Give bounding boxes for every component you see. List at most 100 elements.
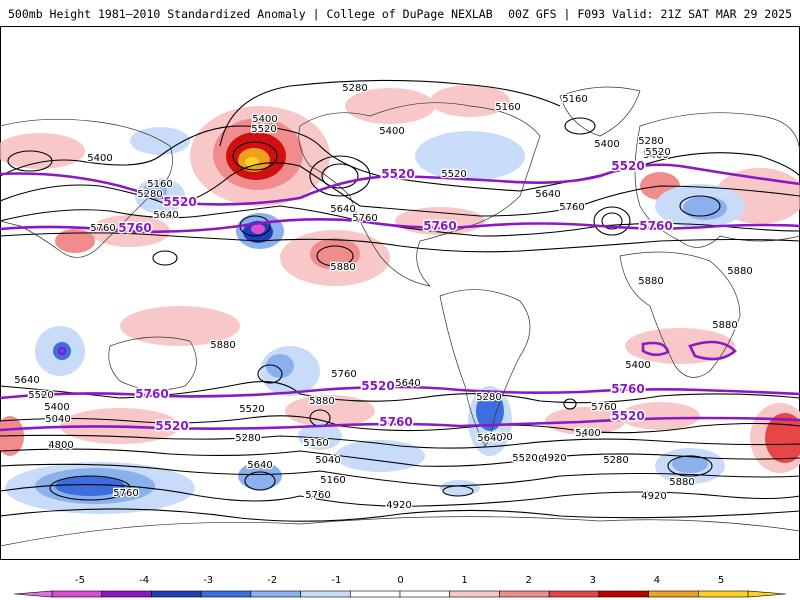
black-contour-label: 5520 (441, 169, 466, 180)
black-contour-label: 5520 (645, 147, 670, 158)
black-contour-label: 5760 (352, 213, 377, 224)
colorbar-segment (349, 590, 401, 598)
black-contour-label: 5280 (476, 392, 501, 403)
black-contour-label: 5160 (147, 179, 172, 190)
black-contour-label: 5760 (591, 402, 616, 413)
colorbar-tick-label: -2 (267, 575, 277, 586)
colorbar-segment (499, 590, 550, 598)
black-contour-label: 5400 (594, 139, 619, 150)
purple-contour-label: 5520 (163, 195, 196, 209)
negative-anomaly-area (476, 391, 504, 431)
colorbar-segment (648, 590, 699, 598)
purple-contour-label: 5520 (381, 167, 414, 181)
purple-5760-contour-north (0, 218, 800, 234)
colorbar-segment (151, 590, 202, 598)
negative-anomaly-area (683, 196, 727, 220)
black-contour-label: 5400 (252, 114, 277, 125)
negative-anomaly-area (440, 480, 480, 496)
black-contour-label: 5520 (235, 433, 260, 444)
black-contour-label: 5400 (643, 150, 668, 161)
positive-anomaly-area (620, 402, 700, 430)
positive-anomaly-area (310, 238, 360, 270)
purple-5520-contour-south (0, 416, 800, 432)
colorbar-segment (697, 590, 749, 598)
colorbar-tick-label: 5 (718, 575, 724, 586)
positive-anomaly-area (55, 229, 95, 253)
black-contour-label: 5400 (625, 360, 650, 371)
negative-anomaly-area (298, 422, 342, 450)
black-contour-label: 5520 (239, 404, 264, 415)
purple-contour-label: 5760 (639, 219, 672, 233)
colorbar-tick-label: 0 (397, 575, 403, 586)
colorbar-segment (101, 590, 152, 598)
black-contour-label: 5280 (235, 433, 260, 444)
anomaly-shading (0, 85, 800, 514)
colorbar-tick-label: -1 (331, 575, 341, 586)
model-valid-time: 00Z GFS | F093 Valid: 21Z SAT MAR 29 202… (508, 7, 792, 21)
height-contours (0, 79, 800, 522)
black-contour-label: 5640 (535, 189, 560, 200)
black-contour-label: 4920 (641, 491, 666, 502)
purple-5760-contour-south (0, 385, 800, 400)
black-contour-label: 4800 (48, 440, 73, 451)
positive-anomaly-area (120, 306, 240, 346)
black-contour-label: 5400 (487, 432, 512, 443)
black-contour-label: 5520 (251, 124, 276, 135)
black-contour-label: 5640 (153, 210, 178, 221)
negative-anomaly-area (55, 476, 125, 496)
africa-outline (619, 251, 741, 378)
black-contour-label: 5160 (495, 102, 520, 113)
negative-anomaly-area (130, 127, 190, 155)
negative-anomaly-area (415, 131, 525, 181)
black-contour-label: 5280 (137, 189, 162, 200)
purple-africa-contour (641, 341, 670, 357)
colorbar-segment (300, 590, 351, 598)
purple-contour-label: 5760 (611, 382, 644, 396)
colorbar-tick-label: -4 (139, 575, 149, 586)
australia-outline (108, 336, 197, 391)
antarctica-outline (0, 516, 800, 547)
colorbar-tick-label: -5 (75, 575, 85, 586)
colorbar-min-arrow (13, 590, 53, 598)
colorbar-segment (449, 590, 500, 598)
black-contour-label: 4920 (541, 453, 566, 464)
black-contour-label: 4920 (386, 500, 411, 511)
north-america-outline (298, 102, 541, 287)
black-contour-label: 5520 (304, 489, 329, 500)
black-contour-label: 5880 (669, 477, 694, 488)
purple-pacific-contour (57, 346, 67, 356)
purple-contour-labels: 5520 5760 5520 5760 5520 5760 5760 5520 5520 5760… (117, 158, 674, 435)
negative-anomaly-area (266, 354, 294, 378)
purple-contour-label: 5520 (611, 159, 644, 173)
black-contour-label: 5280 (638, 136, 663, 147)
colorbar-max-arrow (747, 590, 787, 598)
negative-anomaly-area (251, 224, 265, 234)
black-contour-label: 5400 (575, 428, 600, 439)
purple-africa-contour (688, 340, 737, 361)
south-america-outline (439, 289, 531, 447)
negative-anomaly-area (672, 455, 708, 473)
key-contours (0, 163, 800, 432)
black-contour-label: 5640 (395, 378, 420, 389)
black-contour-label: 5160 (303, 438, 328, 449)
colorbar-segment (598, 590, 649, 598)
colorbar-tick-label: 1 (461, 575, 467, 586)
black-contour-label: 5880 (330, 262, 355, 273)
colorbar-tick-label: 4 (654, 575, 660, 586)
colorbar-segment (51, 590, 103, 598)
anomaly-colorbar: -5 -4 -3 -2 -1 0 1 2 3 4 5 (13, 575, 787, 598)
continent-outlines (0, 86, 800, 547)
black-contour-label: 5280 (342, 83, 367, 94)
colorbar-tick-labels: -5 -4 -3 -2 -1 0 1 2 3 4 5 (75, 575, 724, 586)
black-contour-label: 5520 (512, 453, 537, 464)
positive-anomaly-area (345, 88, 435, 124)
greenland-outline (559, 86, 641, 137)
black-contour-label: 5760 (48, 440, 73, 451)
black-contour-label: 5880 (712, 320, 737, 331)
black-contour-label: 5400 (44, 402, 69, 413)
black-contour-label: 5760 (90, 223, 115, 234)
negative-anomaly-area (53, 342, 71, 360)
map-title: 500mb Height 1981–2010 Standardized Anom… (8, 7, 493, 21)
positive-anomaly-area (285, 395, 375, 427)
purple-contour-label: 5760 (379, 415, 412, 429)
